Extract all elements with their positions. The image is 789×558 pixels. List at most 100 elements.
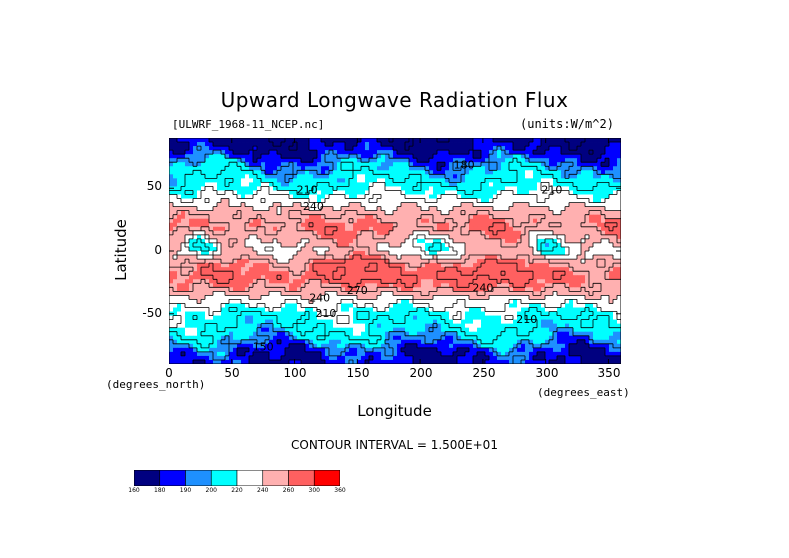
- heatmap-cell: [369, 158, 374, 163]
- heatmap-cell: [509, 162, 514, 167]
- heatmap-cell: [501, 291, 506, 296]
- heatmap-cell: [189, 186, 194, 191]
- heatmap-cell: [601, 275, 606, 280]
- heatmap-cell: [485, 267, 490, 272]
- heatmap-cell: [217, 246, 222, 252]
- heatmap-cell: [401, 283, 406, 288]
- heatmap-cell: [581, 267, 586, 272]
- heatmap-cell: [457, 295, 462, 300]
- heatmap-cell: [393, 218, 398, 224]
- heatmap-cell: [437, 271, 442, 276]
- heatmap-cell: [473, 287, 478, 292]
- heatmap-cell: [617, 259, 621, 264]
- heatmap-cell: [313, 259, 318, 264]
- heatmap-cell: [465, 230, 470, 236]
- heatmap-cell: [205, 251, 210, 256]
- heatmap-cell: [353, 242, 358, 248]
- heatmap-cell: [561, 279, 566, 284]
- heatmap-cell: [517, 202, 522, 208]
- heatmap-cell: [401, 259, 406, 264]
- heatmap-cell: [437, 303, 442, 308]
- heatmap-cell: [313, 182, 318, 187]
- heatmap-cell: [569, 307, 574, 312]
- heatmap-cell: [573, 279, 578, 284]
- heatmap-cell: [225, 303, 230, 308]
- heatmap-cell: [201, 150, 206, 155]
- heatmap-cell: [561, 206, 566, 212]
- heatmap-cell: [377, 142, 382, 147]
- heatmap-cell: [453, 158, 458, 163]
- heatmap-cell: [357, 279, 362, 284]
- heatmap-cell: [609, 267, 614, 272]
- heatmap-cell: [461, 311, 466, 316]
- heatmap-cell: [333, 275, 338, 280]
- heatmap-cell: [241, 279, 246, 284]
- heatmap-cell: [461, 295, 466, 300]
- heatmap-cell: [549, 275, 554, 280]
- heatmap-cell: [237, 182, 242, 187]
- heatmap-cell: [337, 190, 342, 195]
- heatmap-cell: [609, 230, 614, 236]
- heatmap-cell: [353, 307, 358, 312]
- heatmap-cell: [173, 283, 178, 288]
- contour-interval-text: CONTOUR INTERVAL = 1.500E+01: [291, 438, 498, 452]
- heatmap-cell: [241, 230, 246, 236]
- heatmap-cell: [445, 246, 450, 252]
- heatmap-cell: [329, 303, 334, 308]
- heatmap-cell: [289, 186, 294, 191]
- heatmap-cell: [553, 267, 558, 272]
- heatmap-cell: [313, 267, 318, 272]
- heatmap-cell: [465, 150, 470, 155]
- heatmap-cell: [521, 142, 526, 147]
- heatmap-cell: [449, 246, 454, 252]
- heatmap-cell: [581, 154, 586, 159]
- heatmap-cell: [569, 311, 574, 316]
- heatmap-cell: [453, 303, 458, 308]
- heatmap-cell: [565, 299, 570, 304]
- heatmap-cell: [173, 246, 178, 252]
- heatmap-cell: [329, 226, 334, 232]
- heatmap-cell: [509, 271, 514, 276]
- heatmap-cell: [593, 218, 598, 224]
- heatmap-cell: [309, 246, 314, 252]
- heatmap-cell: [325, 138, 330, 143]
- heatmap-cell: [329, 246, 334, 252]
- heatmap-cell: [485, 222, 490, 228]
- heatmap-cell: [421, 291, 426, 296]
- heatmap-cell: [285, 162, 290, 167]
- heatmap-cell: [289, 299, 294, 304]
- heatmap-cell: [445, 214, 450, 220]
- heatmap-cell: [569, 174, 574, 179]
- heatmap-cell: [529, 246, 534, 252]
- heatmap-cell: [517, 138, 522, 143]
- heatmap-cell: [581, 263, 586, 268]
- heatmap-cell: [217, 206, 222, 212]
- heatmap-cell: [549, 214, 554, 220]
- heatmap-cell: [505, 303, 510, 308]
- heatmap-cell: [465, 142, 470, 147]
- heatmap-cell: [405, 279, 410, 284]
- heatmap-cell: [269, 138, 274, 143]
- heatmap-cell: [481, 299, 486, 304]
- heatmap-cell: [509, 238, 514, 244]
- heatmap-cell: [469, 166, 474, 171]
- heatmap-cell: [441, 138, 446, 143]
- heatmap-cell: [333, 210, 338, 216]
- heatmap-cell: [573, 206, 578, 212]
- heatmap-cell: [521, 246, 526, 252]
- heatmap-cell: [385, 267, 390, 272]
- heatmap-cell: [193, 311, 198, 316]
- heatmap-cell: [509, 255, 514, 260]
- heatmap-cell: [209, 170, 214, 175]
- heatmap-cell: [541, 287, 546, 292]
- heatmap-cell: [529, 186, 534, 191]
- heatmap-cell: [437, 255, 442, 260]
- heatmap-cell: [181, 190, 186, 195]
- heatmap-cell: [493, 186, 498, 191]
- heatmap-cell: [353, 263, 358, 268]
- heatmap-cell: [517, 226, 522, 232]
- heatmap-cell: [545, 154, 550, 159]
- heatmap-cell: [525, 206, 530, 212]
- heatmap-cell: [309, 287, 314, 292]
- heatmap-cell: [217, 311, 222, 316]
